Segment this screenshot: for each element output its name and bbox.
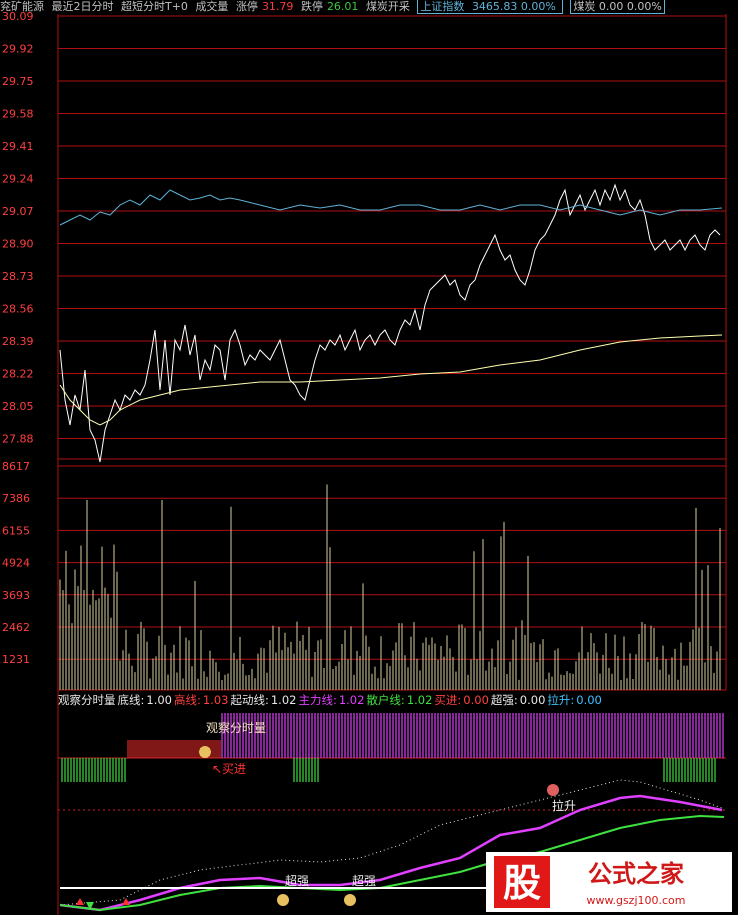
- period-label[interactable]: 最近2日分时: [51, 0, 114, 13]
- indicator-header-item: 1.03: [202, 693, 229, 707]
- strong-label: 超强: [285, 873, 309, 888]
- price-axis-label: 29.92: [2, 43, 34, 56]
- indicator-header-item: 超强:: [490, 693, 518, 707]
- indicator-header-item: 主力线:: [298, 693, 337, 707]
- volume-axis-label: 1231: [2, 653, 30, 666]
- indicator-header-item: 0.00: [576, 693, 602, 707]
- price-axis-label: 29.58: [2, 108, 34, 121]
- price-axis-label: 28.56: [2, 303, 34, 316]
- limit-down-label: 跌停: [300, 0, 323, 13]
- price-axis-label: 28.22: [2, 368, 34, 381]
- indicator-header-item: 0.00: [519, 693, 546, 707]
- money-bag-icon: [199, 746, 211, 758]
- price-axis-label: 28.73: [2, 270, 34, 283]
- indicator-header-item: 起动线:: [230, 693, 269, 707]
- limit-up-label: 涨停: [235, 0, 258, 13]
- price-axis-label: 28.39: [2, 335, 34, 348]
- volume-axis-label: 8617: [2, 460, 30, 473]
- limit-down-value: 26.01: [326, 0, 359, 13]
- index-line: [59, 189, 723, 226]
- volume-axis-label: 2462: [2, 621, 30, 634]
- index-name: 上证指数: [420, 0, 465, 13]
- up-arrow-icon: [122, 898, 130, 905]
- main-force-line: [59, 794, 723, 912]
- price-axis-label: 27.88: [2, 433, 34, 446]
- indicator-header-item: 底线:: [117, 693, 145, 707]
- price-axis-label: 29.41: [2, 140, 34, 153]
- indicator-header-item: 1.00: [146, 693, 172, 707]
- volume-axis-label: 6155: [2, 524, 30, 537]
- buy-label: ↖买进: [212, 762, 246, 776]
- index-value: 3465.83 0.00%: [471, 0, 556, 13]
- watermark-char: 股: [503, 861, 541, 905]
- down-arrow-icon: [86, 902, 94, 910]
- sector-label[interactable]: 煤炭开采: [365, 0, 410, 13]
- index-box[interactable]: 上证指数 3465.83 0.00%: [417, 0, 563, 14]
- volume-axis-label: 4924: [2, 557, 30, 570]
- price-axis-label: 29.07: [2, 205, 34, 218]
- indicator-header-item: 买进:: [434, 693, 462, 707]
- price-line: [59, 183, 721, 463]
- price-axis-label: 29.75: [2, 75, 34, 88]
- indicator-header-item: 0.00: [463, 693, 489, 707]
- volume-axis-label: 3693: [2, 589, 30, 602]
- indicator-header-item: 1.02: [406, 693, 433, 707]
- chart-header: 兖矿能源 最近2日分时 超短分时T+0 成交量 涨停 31.79 跌停 26.01 …: [0, 0, 738, 14]
- indicator-header-item: 1.02: [338, 693, 365, 707]
- up-arrow-icon: [76, 898, 84, 905]
- limit-up-value: 31.79: [261, 0, 294, 13]
- indicator-header: 观察分时量 底线: 1.00 高线: 1.03 起动线: 1.02 主力线: 1.02 散户线: 1…: [58, 692, 604, 708]
- observe-label: 观察分时量: [206, 721, 266, 735]
- average-price-line: [59, 334, 723, 426]
- money-bag-icon: [277, 894, 289, 906]
- price-axis-label: 28.05: [2, 400, 34, 413]
- indicator-header-item: 拉升:: [547, 693, 575, 707]
- indicator-header-item: 1.02: [270, 693, 297, 707]
- volume-label: 成交量: [195, 0, 229, 13]
- watermark-logo: 股 公式之家 www.gszj100.com: [486, 852, 732, 912]
- pull-up-icon: [547, 784, 559, 796]
- price-axis-label: 28.90: [2, 238, 34, 251]
- indicator-header-item: 高线:: [173, 693, 201, 707]
- pull-up-label: 拉升: [552, 798, 576, 813]
- price-axis-label: 29.24: [2, 173, 34, 186]
- watermark-text: 公式之家: [588, 860, 684, 888]
- indicator-header-item: 观察分时量: [58, 693, 116, 707]
- retail-line: [59, 814, 725, 912]
- indicator-name[interactable]: 超短分时T+0: [121, 0, 188, 13]
- sector-box[interactable]: 煤炭 0.00 0.00%: [570, 0, 665, 14]
- money-bag-icon: [344, 894, 356, 906]
- indicator-header-item: 散户线:: [366, 693, 405, 707]
- strong-label: 超强: [352, 873, 376, 888]
- watermark-url: www.gszj100.com: [586, 894, 685, 907]
- price-axis-label: 30.09: [2, 10, 34, 23]
- volume-axis-label: 7386: [2, 492, 30, 505]
- stock-name[interactable]: 兖矿能源: [0, 0, 44, 13]
